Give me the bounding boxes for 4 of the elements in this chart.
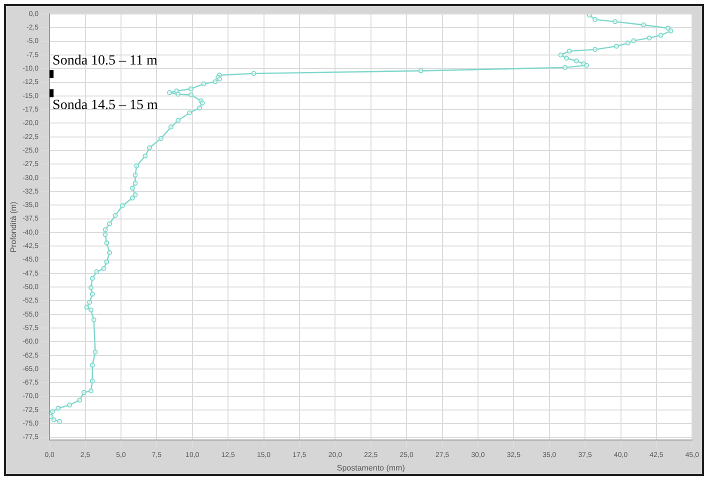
annotation: Sonda 14.5 – 15 m xyxy=(52,98,158,113)
annotation: Sonda 10.5 – 11 m xyxy=(52,54,158,69)
y-axis-title: Profondità (m) xyxy=(9,201,18,252)
x-axis-title: Spostamento (mm) xyxy=(336,463,406,472)
